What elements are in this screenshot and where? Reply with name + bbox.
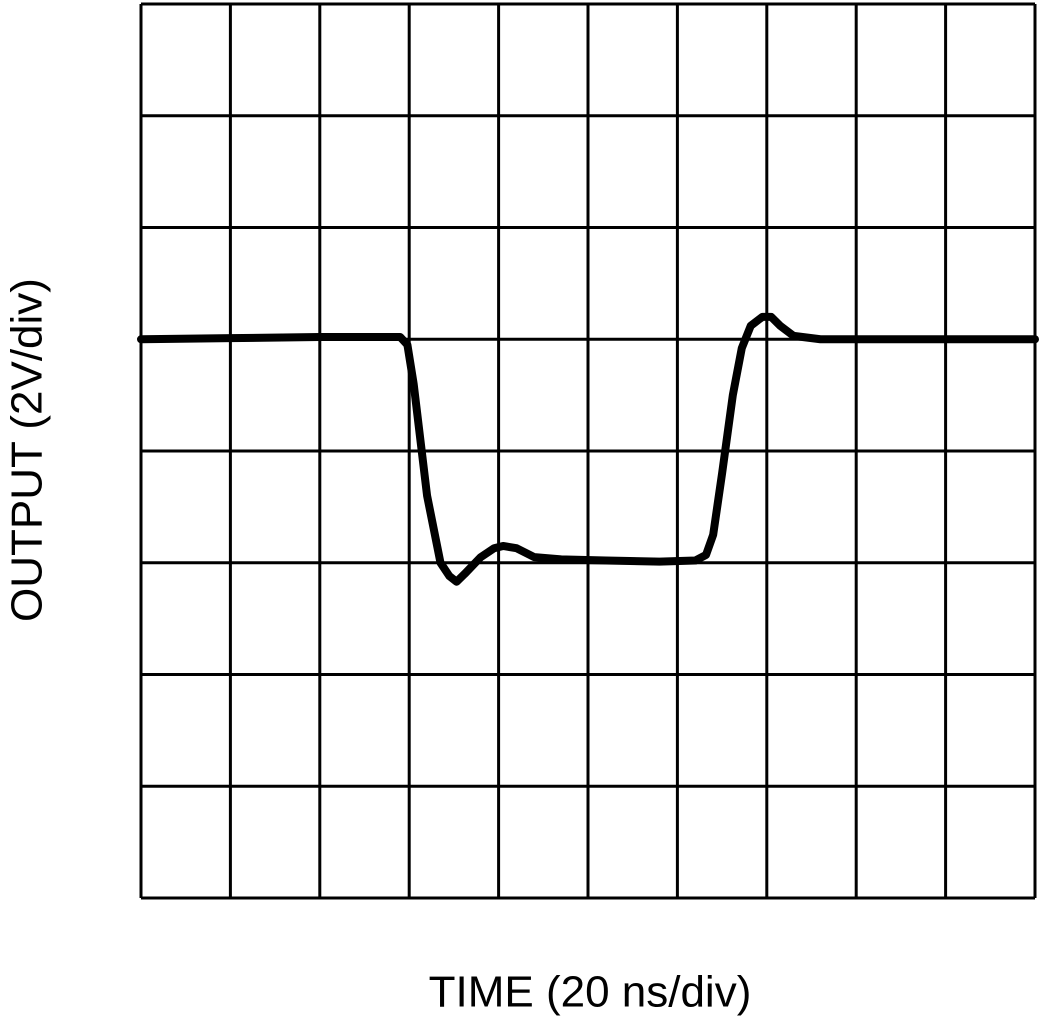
trace — [137, 312, 1039, 586]
y-axis-label: OUTPUT (2V/div) — [3, 278, 52, 622]
x-axis-label: TIME (20 ns/div) — [429, 968, 752, 1017]
